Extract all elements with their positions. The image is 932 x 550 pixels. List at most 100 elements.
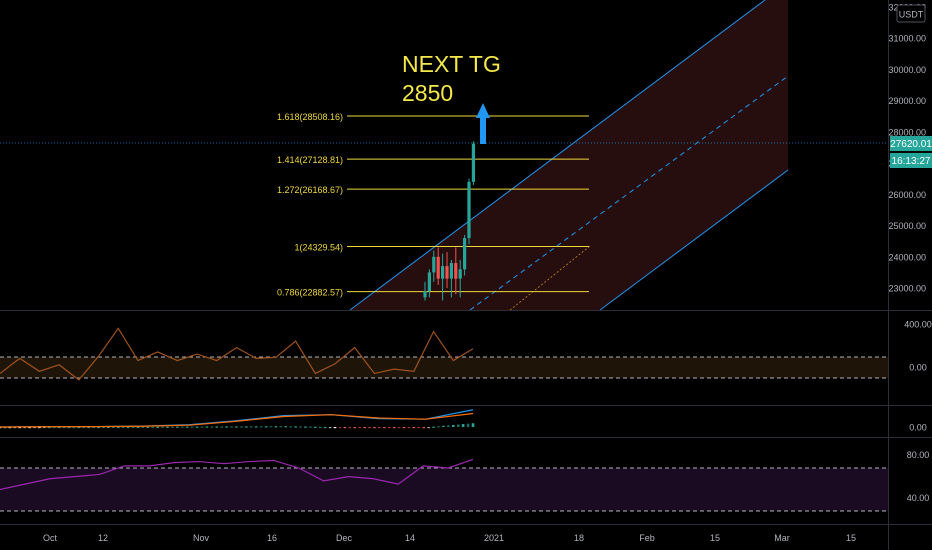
- candlesticks: [423, 141, 475, 301]
- price-panel[interactable]: 1.618(28508.16) 1.414(27128.81) 1.272(2616…: [0, 0, 888, 311]
- channel-upper-line: [349, 0, 766, 311]
- macd-histogram: [0, 423, 475, 429]
- macd-bar-86: [422, 427, 426, 429]
- macd-bar-54: [264, 426, 268, 428]
- macd-bar-13: [62, 426, 66, 429]
- price-badge: 27620.01: [890, 136, 932, 151]
- price-badge-label: 27620.01: [890, 139, 932, 150]
- macd-bar-38: [185, 426, 189, 428]
- macd-bar-68: [333, 427, 337, 429]
- time-tick-3: 16: [267, 533, 277, 543]
- time-tick-1: 12: [98, 533, 108, 543]
- macd-bar-18: [87, 426, 90, 429]
- fib-label-2: 1.272(26168.67): [277, 185, 343, 195]
- macd-bar-31: [151, 426, 155, 428]
- cci-tick-0: 400.00: [904, 320, 932, 330]
- macd-bar-7: [33, 426, 36, 429]
- macd-bar-93: [456, 424, 460, 427]
- candle-body-0: [423, 291, 427, 298]
- time-tick-2: Nov: [193, 533, 210, 543]
- time-axis: Oct 12 Nov 16 Dec 14 2021 18 Feb 15 Mar 15: [43, 533, 856, 543]
- candle-body-8: [458, 269, 462, 279]
- fib-label-3: 1(24329.54): [294, 242, 343, 252]
- macd-bar-12: [57, 426, 61, 429]
- time-tick-7: 18: [574, 533, 584, 543]
- price-tick-9: 23000.00: [888, 284, 926, 294]
- candle-body-1: [427, 272, 431, 292]
- cci-tick-1: 0.00: [909, 363, 927, 373]
- macd-bar-44: [215, 426, 219, 428]
- signal-line: [0, 412, 474, 428]
- rsi-tick-1: 40.00: [907, 493, 930, 503]
- macd-bar-73: [358, 427, 361, 429]
- fib-label-1: 1.414(27128.81): [277, 155, 343, 165]
- macd-bar-8: [38, 426, 41, 429]
- candle-body-5: [445, 266, 449, 279]
- time-tick-5: 14: [405, 533, 415, 543]
- macd-bar-79: [387, 427, 391, 429]
- time-tick-4: Dec: [336, 533, 353, 543]
- candle-body-6: [449, 263, 453, 279]
- macd-bar-67: [328, 426, 332, 429]
- indicator-axes: 400.00 0.00 0.00 80.00 40.00: [904, 320, 932, 503]
- macd-bar-24: [116, 426, 120, 429]
- currency-badge[interactable]: USDT: [896, 4, 926, 23]
- macd-bar-65: [318, 426, 322, 428]
- price-tick-1: 31000.00: [888, 34, 926, 44]
- macd-bar-30: [146, 426, 150, 429]
- currency-label: USDT: [899, 10, 924, 20]
- macd-bar-53: [259, 426, 263, 428]
- fib-label-4: 0.786(22882.57): [277, 288, 343, 298]
- macd-bar-82: [402, 427, 406, 429]
- time-tick-10: Mar: [774, 533, 790, 543]
- channel-inner-line: [509, 245, 591, 311]
- macd-bar-36: [176, 426, 179, 428]
- macd-panel: [0, 409, 475, 429]
- macd-bar-75: [368, 427, 371, 429]
- macd-bar-16: [77, 426, 81, 429]
- macd-bar-72: [353, 427, 357, 429]
- time-tick-11: 15: [846, 533, 856, 543]
- rsi-tick-0: 80.00: [907, 450, 930, 460]
- price-tick-7: 25000.00: [888, 221, 926, 231]
- macd-bar-0: [0, 427, 2, 429]
- macd-bar-25: [121, 426, 125, 429]
- candle-body-4: [441, 266, 445, 279]
- macd-bar-51: [249, 426, 253, 428]
- macd-bar-40: [195, 426, 199, 428]
- macd-bar-95: [466, 423, 470, 427]
- macd-bar-3: [13, 426, 17, 429]
- macd-bar-37: [181, 426, 184, 428]
- macd-bar-58: [284, 426, 288, 428]
- macd-bar-89: [437, 426, 440, 428]
- channel-mid-line: [469, 75, 789, 311]
- rsi-panel: [0, 458, 888, 512]
- macd-bar-43: [210, 426, 214, 428]
- cci-band-fill: [0, 357, 888, 378]
- macd-bar-91: [447, 425, 450, 427]
- macd-bar-74: [363, 427, 366, 429]
- channel-lower-line: [599, 169, 789, 311]
- macd-bar-28: [136, 426, 140, 429]
- time-tick-9: 15: [710, 533, 720, 543]
- macd-bar-90: [442, 425, 445, 427]
- macd-bar-88: [432, 426, 435, 428]
- macd-bar-45: [220, 426, 224, 428]
- macd-bar-52: [254, 426, 258, 428]
- cci-line: [0, 327, 474, 381]
- countdown-label: 16:13:27: [892, 156, 931, 167]
- macd-bar-92: [451, 424, 455, 427]
- macd-bar-57: [279, 426, 283, 428]
- macd-bar-17: [82, 426, 86, 429]
- macd-bar-15: [72, 426, 76, 429]
- macd-bar-32: [156, 426, 159, 428]
- macd-bar-4: [18, 426, 22, 429]
- macd-bar-50: [245, 426, 248, 428]
- macd-bar-87: [427, 427, 430, 429]
- macd-bar-27: [131, 426, 135, 429]
- macd-bar-26: [126, 426, 130, 429]
- price-tick-3: 29000.00: [888, 96, 926, 106]
- target-arrow-icon: [476, 103, 490, 144]
- countdown-badge: 16:13:27: [890, 153, 932, 168]
